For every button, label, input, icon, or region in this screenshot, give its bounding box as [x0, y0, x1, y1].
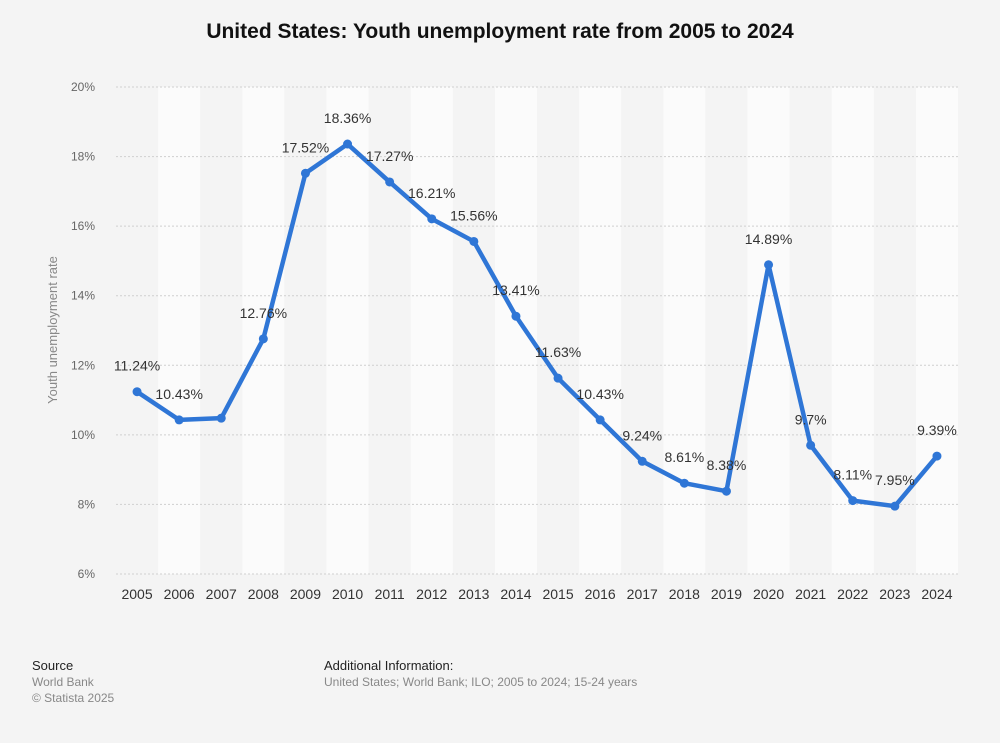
- data-label: 8.61%: [664, 449, 704, 465]
- x-tick-label: 2005: [121, 586, 152, 602]
- data-point[interactable]: [679, 478, 689, 488]
- x-tick-label: 2019: [711, 586, 742, 602]
- data-label: 11.63%: [535, 344, 581, 360]
- data-point[interactable]: [469, 236, 479, 246]
- x-tick-label: 2011: [375, 586, 405, 602]
- x-tick-label: 2022: [837, 586, 868, 602]
- data-label: 8.38%: [707, 457, 747, 473]
- data-label: 9.39%: [917, 422, 957, 438]
- data-point[interactable]: [848, 496, 858, 506]
- x-tick-label: 2009: [290, 586, 321, 602]
- data-point[interactable]: [932, 451, 942, 461]
- x-tick-label: 2015: [542, 586, 573, 602]
- source-heading: Source: [32, 658, 74, 673]
- x-tick-label: 2021: [795, 586, 826, 602]
- additional-info-block: Additional Information: United States; W…: [324, 658, 637, 690]
- column-band: [663, 87, 706, 574]
- data-points: [132, 139, 942, 511]
- data-point[interactable]: [174, 415, 184, 425]
- data-label: 17.52%: [282, 139, 329, 155]
- x-tick-label: 2008: [248, 586, 279, 602]
- source-line-2: © Statista 2025: [32, 691, 115, 705]
- data-labels: 11.24% 10.43% 12.76% 17.52% 18.36% 17.27% 16.2…: [114, 110, 957, 488]
- additional-info-heading: Additional Information:: [324, 658, 454, 673]
- x-axis-ticks: 2005 2006 2007 2008 2009 2010 2011 2012 2013 2014…: [121, 586, 952, 602]
- source-block: Source World Bank © Statista 2025: [32, 658, 114, 706]
- column-band: [494, 87, 537, 574]
- x-tick-label: 2013: [458, 586, 489, 602]
- data-point[interactable]: [890, 501, 900, 511]
- y-axis-ticks: 6% 8% 10% 12% 14% 16% 18% 20%: [71, 80, 95, 581]
- data-label: 9.24%: [622, 427, 662, 443]
- data-point[interactable]: [595, 415, 605, 425]
- column-band: [831, 87, 874, 574]
- x-tick-label: 2012: [416, 586, 447, 602]
- column-bands: [158, 87, 958, 574]
- data-point[interactable]: [132, 387, 142, 397]
- column-band: [158, 87, 201, 574]
- data-point[interactable]: [806, 440, 816, 450]
- y-tick-label: 20%: [71, 80, 95, 94]
- data-label: 14.89%: [745, 231, 792, 247]
- data-point[interactable]: [216, 413, 226, 423]
- data-label: 13.41%: [492, 282, 539, 298]
- series-line: [134, 141, 940, 509]
- data-label: 17.27%: [366, 148, 413, 164]
- x-tick-label: 2017: [627, 586, 658, 602]
- column-band: [915, 87, 958, 574]
- data-point[interactable]: [721, 486, 731, 496]
- y-tick-label: 16%: [71, 219, 95, 233]
- data-label: 10.43%: [576, 386, 623, 402]
- column-band: [579, 87, 622, 574]
- data-point[interactable]: [300, 168, 310, 178]
- data-label: 10.43%: [155, 386, 202, 402]
- series-line-path: [134, 141, 940, 509]
- data-label: 18.36%: [324, 110, 371, 126]
- x-tick-label: 2023: [879, 586, 910, 602]
- x-tick-label: 2024: [921, 586, 952, 602]
- additional-info-text: United States; World Bank; ILO; 2005 to …: [324, 675, 638, 689]
- data-point[interactable]: [553, 373, 563, 383]
- data-label: 16.21%: [408, 185, 455, 201]
- x-tick-label: 2016: [585, 586, 616, 602]
- data-point[interactable]: [343, 139, 353, 149]
- source-line-1: World Bank: [32, 675, 94, 689]
- column-band: [326, 87, 369, 574]
- x-tick-label: 2014: [500, 586, 531, 602]
- data-point[interactable]: [385, 177, 395, 187]
- data-point[interactable]: [511, 311, 521, 321]
- y-tick-label: 12%: [71, 358, 95, 372]
- x-tick-label: 2010: [332, 586, 363, 602]
- y-axis-label: Youth unemployment rate: [45, 256, 60, 404]
- chart-title: United States: Youth unemployment rate f…: [206, 20, 794, 43]
- x-tick-label: 2007: [206, 586, 237, 602]
- column-band: [410, 87, 453, 574]
- x-tick-label: 2018: [669, 586, 700, 602]
- data-point[interactable]: [637, 456, 647, 466]
- data-point[interactable]: [764, 260, 774, 270]
- data-label: 12.76%: [240, 305, 287, 321]
- data-point[interactable]: [427, 214, 437, 224]
- data-label: 7.95%: [875, 472, 915, 488]
- y-tick-label: 18%: [71, 150, 95, 164]
- x-tick-label: 2006: [164, 586, 195, 602]
- data-label: 15.56%: [450, 207, 497, 223]
- data-label: 11.24%: [114, 358, 160, 374]
- data-label: 8.11%: [833, 467, 872, 483]
- data-label: 9.7%: [795, 411, 827, 427]
- x-tick-label: 2020: [753, 586, 784, 602]
- y-tick-label: 14%: [71, 289, 95, 303]
- data-point[interactable]: [258, 334, 268, 344]
- y-tick-label: 6%: [78, 567, 96, 581]
- y-tick-label: 8%: [78, 497, 96, 511]
- gridlines: [116, 86, 958, 575]
- y-tick-label: 10%: [71, 428, 95, 442]
